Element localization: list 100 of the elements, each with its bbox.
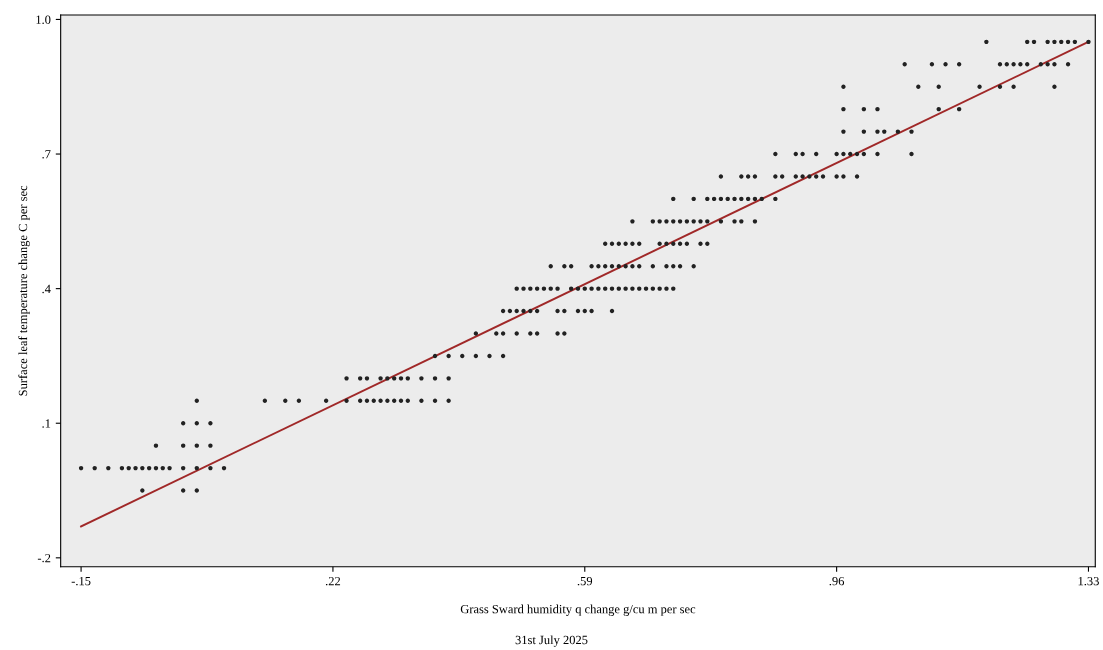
point — [1045, 62, 1050, 67]
point — [718, 196, 724, 202]
point — [562, 264, 567, 269]
point — [657, 286, 662, 291]
point — [630, 241, 635, 246]
point — [895, 129, 901, 134]
point — [664, 219, 669, 224]
point — [664, 286, 669, 291]
point — [1052, 84, 1057, 89]
point — [364, 376, 370, 381]
point — [603, 241, 608, 246]
point — [936, 106, 941, 112]
point — [1072, 39, 1078, 45]
point — [657, 241, 662, 246]
point — [841, 106, 846, 112]
point — [208, 443, 213, 448]
point — [609, 264, 615, 269]
point — [814, 151, 819, 157]
point — [419, 376, 424, 381]
point — [364, 398, 370, 403]
point — [637, 241, 642, 246]
point — [180, 421, 186, 426]
x-tick-label: -.15 — [71, 576, 91, 586]
point — [1059, 39, 1064, 45]
point — [446, 398, 451, 403]
point — [623, 241, 628, 246]
point — [1052, 39, 1057, 45]
point — [153, 465, 159, 471]
point — [739, 196, 744, 202]
point — [500, 331, 506, 336]
point — [487, 353, 492, 359]
point — [623, 264, 628, 269]
point — [677, 219, 683, 224]
point — [630, 264, 635, 269]
point — [902, 62, 907, 67]
point — [568, 264, 574, 269]
point — [650, 286, 656, 291]
point — [609, 241, 615, 246]
point — [1025, 39, 1030, 45]
point — [671, 286, 676, 291]
point — [684, 219, 690, 224]
point — [956, 106, 962, 112]
point — [507, 308, 513, 314]
point — [882, 129, 887, 134]
point — [548, 286, 553, 291]
point — [92, 465, 97, 471]
point — [153, 443, 159, 448]
point — [221, 465, 227, 471]
x-tick-label: .96 — [829, 576, 845, 586]
point — [671, 241, 676, 246]
point — [671, 264, 676, 269]
point — [698, 219, 703, 224]
point — [732, 219, 737, 224]
point — [575, 308, 581, 314]
point — [589, 308, 594, 314]
point — [691, 264, 696, 269]
point — [208, 421, 213, 426]
point — [180, 443, 186, 448]
point — [160, 465, 165, 471]
point — [296, 398, 302, 403]
point — [1045, 39, 1050, 45]
point — [711, 196, 717, 202]
point — [718, 174, 724, 179]
point — [405, 398, 410, 403]
point — [392, 398, 397, 403]
point — [997, 84, 1003, 89]
point — [725, 196, 730, 202]
point — [514, 331, 519, 336]
point — [208, 465, 213, 471]
point — [262, 398, 268, 403]
point — [1004, 62, 1009, 67]
point — [705, 196, 710, 202]
point — [126, 465, 131, 471]
point — [283, 398, 288, 403]
point — [119, 465, 125, 471]
point — [528, 331, 533, 336]
point — [357, 398, 363, 403]
point — [398, 398, 404, 403]
point — [609, 286, 615, 291]
point — [861, 106, 867, 112]
point — [357, 376, 363, 381]
point — [630, 286, 635, 291]
point — [589, 286, 594, 291]
point — [834, 174, 839, 179]
point — [705, 241, 710, 246]
point — [446, 376, 451, 381]
point — [779, 174, 785, 179]
point — [1065, 39, 1071, 45]
point — [773, 174, 778, 179]
point — [500, 353, 506, 359]
point — [528, 308, 533, 314]
point — [650, 219, 656, 224]
point — [745, 196, 751, 202]
point — [691, 196, 696, 202]
point — [603, 286, 608, 291]
y-tick-label: .4 — [42, 284, 51, 294]
point — [106, 465, 111, 471]
point — [1065, 62, 1071, 67]
point — [623, 286, 628, 291]
point — [180, 488, 186, 493]
